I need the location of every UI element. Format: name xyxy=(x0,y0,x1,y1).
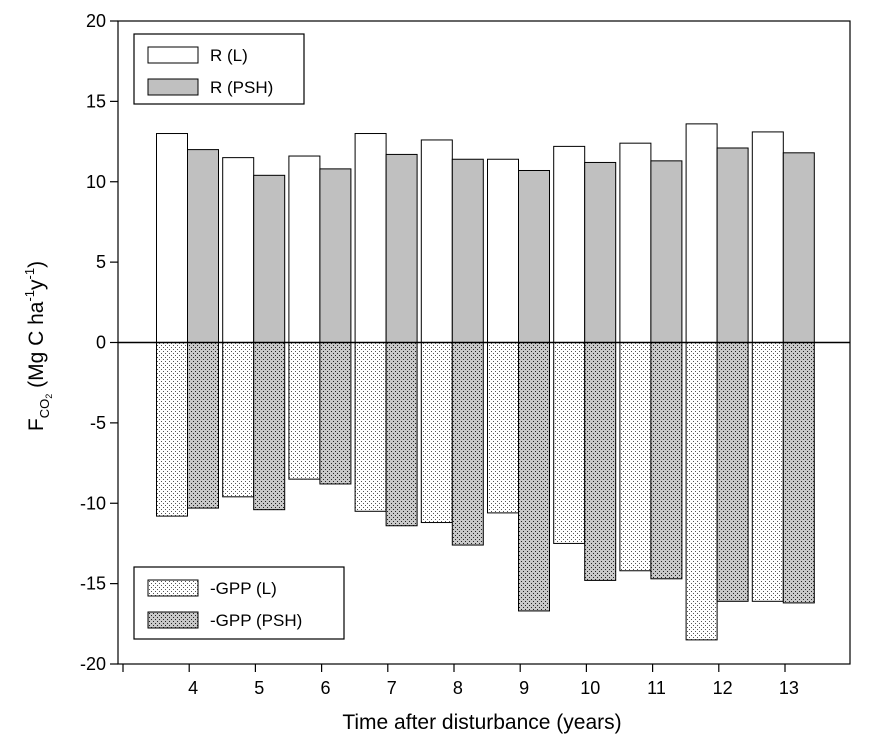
bar-gpp-psh xyxy=(253,342,286,511)
bar-gpp-l xyxy=(487,342,519,514)
bar-gpp-l xyxy=(619,342,652,572)
bar-gpp-l xyxy=(156,342,188,517)
x-tick-label: 5 xyxy=(254,678,264,698)
bar-r-l xyxy=(222,157,255,343)
svg-text:FCO2 (Mg C ha-1y-1): FCO2 (Mg C ha-1y-1) xyxy=(22,261,54,431)
bar-gpp-l xyxy=(288,342,321,480)
bar-r-psh xyxy=(187,149,219,343)
bar-r-psh xyxy=(451,158,484,343)
legend-gpp: -GPP (L) -GPP (PSH) xyxy=(133,566,345,640)
bar-r-l xyxy=(288,155,321,343)
bar-gpp-psh xyxy=(716,342,749,602)
y-tick-label: -20 xyxy=(80,654,106,674)
legend-swatch-r-psh xyxy=(147,78,199,96)
bar-gpp-l xyxy=(751,342,784,602)
bar-gpp-psh xyxy=(584,342,617,581)
bar-r-psh xyxy=(782,152,815,343)
bar-gpp-l xyxy=(553,342,586,544)
x-axis-title: Time after disturbance (years) xyxy=(342,711,621,734)
bar-r-psh xyxy=(253,174,286,343)
y-title-base: F xyxy=(25,418,48,431)
y-axis: 20 15 10 5 0 -5 -10 -15 -20 xyxy=(80,11,118,674)
bar-gpp-l xyxy=(222,342,255,498)
bar-gpp-psh xyxy=(451,342,484,546)
bar-gpp-psh xyxy=(385,342,418,527)
y-title-part3: ) xyxy=(25,261,48,268)
legend-swatch-gpp-l xyxy=(147,579,199,597)
bar-gpp-l xyxy=(420,342,453,524)
y-title-sup1: -1 xyxy=(22,290,37,302)
bar-gpp-psh xyxy=(782,342,815,604)
bar-r-psh xyxy=(716,147,749,343)
bar-gpp-psh xyxy=(518,342,550,612)
bar-r-l xyxy=(156,133,188,343)
legend-label-r-psh: R (PSH) xyxy=(210,78,273,97)
bar-r-l xyxy=(619,142,652,343)
bar-gpp-psh xyxy=(187,342,219,509)
bar-r-l xyxy=(751,131,784,343)
x-axis: 4 5 6 7 8 9 10 11 12 13 xyxy=(122,664,799,698)
y-tick-label: -5 xyxy=(90,413,106,433)
y-tick-label: 10 xyxy=(86,172,106,192)
legend-swatch-gpp-psh xyxy=(147,611,199,629)
bar-r-psh xyxy=(518,169,550,343)
x-tick-label: 7 xyxy=(387,678,397,698)
y-title-part1: (Mg C ha xyxy=(25,301,48,394)
bar-r-psh xyxy=(319,168,352,343)
bar-r-psh xyxy=(584,161,617,343)
bar-r-l xyxy=(685,123,718,343)
x-tick-label: 12 xyxy=(713,678,733,698)
legend-label-gpp-l: -GPP (L) xyxy=(210,579,277,598)
legend-swatch-r-l xyxy=(147,46,199,64)
y-axis-title: FCO2 (Mg C ha-1y-1) xyxy=(22,261,54,431)
x-tick-label: 6 xyxy=(320,678,330,698)
bar-r-l xyxy=(420,139,453,343)
legend-respiration: R (L) R (PSH) xyxy=(133,33,305,105)
legend-label-r-l: R (L) xyxy=(210,46,248,65)
y-title-sub: CO xyxy=(37,399,52,419)
x-tick-label: 11 xyxy=(647,678,666,698)
y-title-part2: y xyxy=(25,279,48,290)
y-tick-label: 20 xyxy=(86,11,106,31)
y-tick-label: -10 xyxy=(80,493,106,513)
y-tick-label: 0 xyxy=(96,333,106,353)
legend-frame xyxy=(133,566,345,640)
bar-r-psh xyxy=(650,160,683,343)
x-tick-label: 13 xyxy=(779,678,799,698)
x-tick-label: 8 xyxy=(453,678,463,698)
y-tick-label: -15 xyxy=(80,574,106,594)
bar-r-l xyxy=(553,145,586,343)
bar-gpp-psh xyxy=(650,342,683,580)
y-title-sup2: -1 xyxy=(22,268,37,280)
legend-label-gpp-psh: -GPP (PSH) xyxy=(210,611,302,630)
x-tick-label: 4 xyxy=(188,678,198,698)
bar-r-psh xyxy=(385,153,418,343)
bar-gpp-l xyxy=(685,342,718,641)
bar-r-l xyxy=(487,158,519,343)
y-tick-label: 5 xyxy=(96,252,106,272)
y-tick-label: 15 xyxy=(86,91,106,111)
x-tick-label: 9 xyxy=(519,678,529,698)
x-tick-label: 10 xyxy=(580,678,600,698)
bar-gpp-l xyxy=(354,342,387,512)
bar-r-l xyxy=(354,133,387,343)
bar-gpp-psh xyxy=(319,342,352,485)
y-title-subsub: 2 xyxy=(44,394,54,399)
bars-group xyxy=(156,123,815,641)
